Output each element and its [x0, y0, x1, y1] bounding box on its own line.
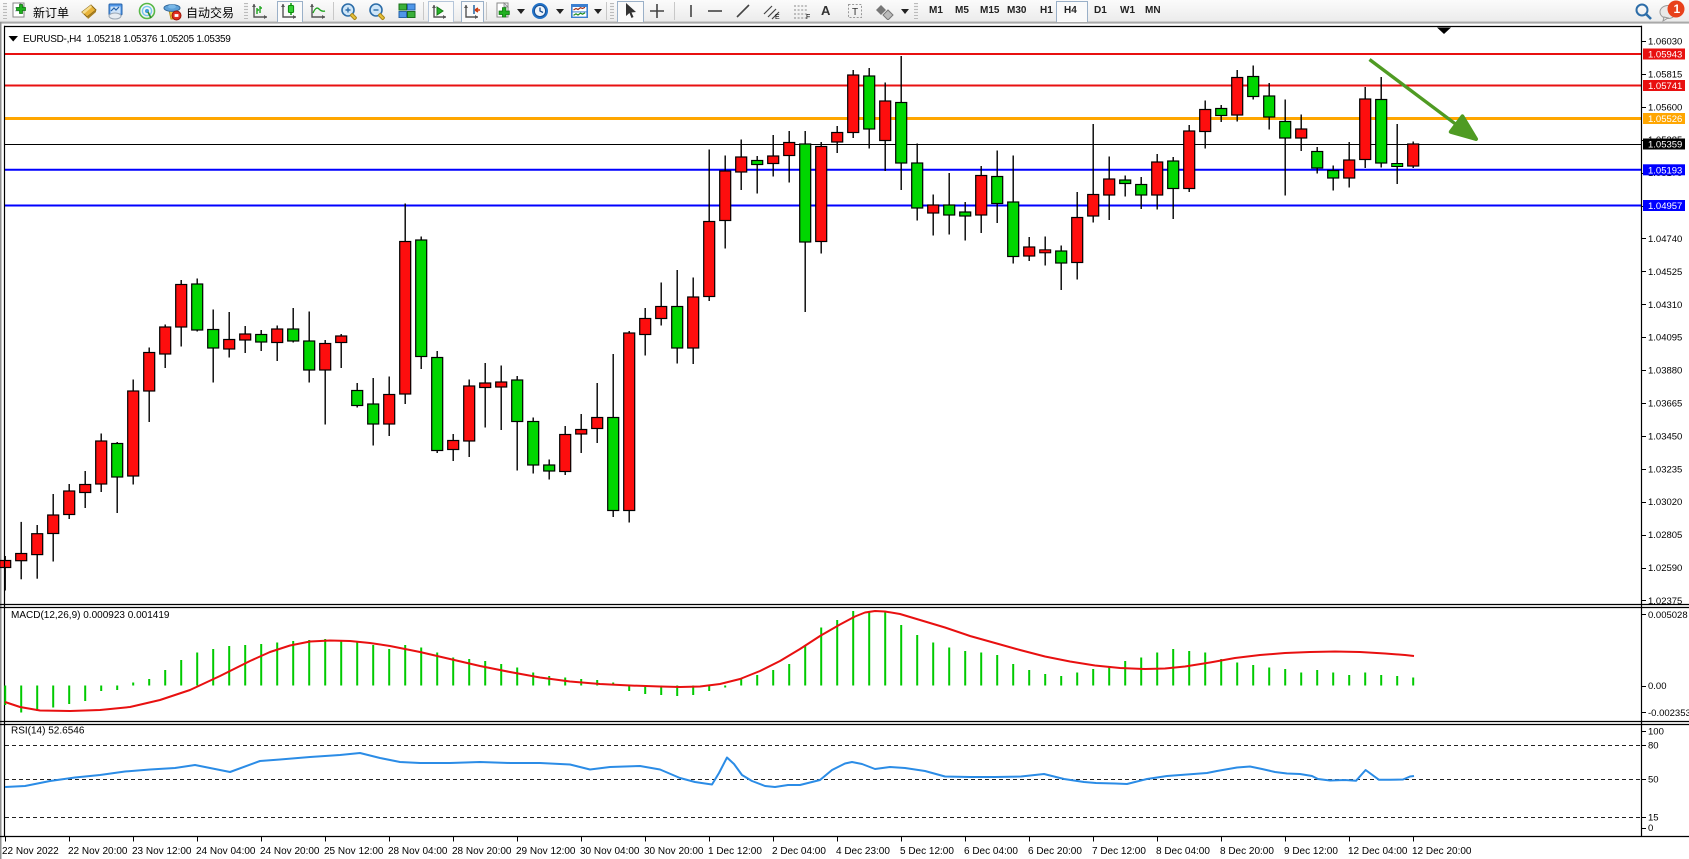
svg-text:1.04525: 1.04525	[1648, 267, 1682, 278]
svg-text:1.03020: 1.03020	[1648, 497, 1682, 508]
svg-text:22 Nov 20:00: 22 Nov 20:00	[68, 846, 128, 857]
svg-text:1.05943: 1.05943	[1648, 50, 1682, 61]
svg-text:1.05815: 1.05815	[1648, 69, 1682, 80]
svg-text:1.02805: 1.02805	[1648, 530, 1682, 541]
svg-text:-0.002353: -0.002353	[1648, 708, 1689, 719]
svg-text:1.05600: 1.05600	[1648, 102, 1682, 113]
svg-text:E: E	[775, 14, 780, 20]
svg-text:22 Nov 2022: 22 Nov 2022	[2, 846, 59, 857]
svg-text:30 Nov 04:00: 30 Nov 04:00	[580, 846, 640, 857]
svg-text:1.03235: 1.03235	[1648, 464, 1682, 475]
svg-text:24 Nov 20:00: 24 Nov 20:00	[260, 846, 320, 857]
svg-text:1.03450: 1.03450	[1648, 431, 1682, 442]
svg-text:1.04310: 1.04310	[1648, 300, 1682, 311]
svg-text:25 Nov 12:00: 25 Nov 12:00	[324, 846, 384, 857]
svg-text:2 Dec 04:00: 2 Dec 04:00	[772, 846, 826, 857]
svg-text:1: 1	[1674, 2, 1681, 16]
svg-text:1.04740: 1.04740	[1648, 234, 1682, 245]
svg-text:8 Dec 04:00: 8 Dec 04:00	[1156, 846, 1210, 857]
svg-text:1.05359: 1.05359	[1648, 140, 1682, 151]
svg-text:100: 100	[1648, 727, 1664, 738]
svg-text:F: F	[806, 14, 810, 20]
svg-text:MACD(12,26,9) 0.000923 0.00141: MACD(12,26,9) 0.000923 0.001419	[11, 610, 170, 621]
svg-text:29 Nov 12:00: 29 Nov 12:00	[516, 846, 576, 857]
svg-text:12 Dec 20:00: 12 Dec 20:00	[1412, 846, 1472, 857]
svg-text:6 Dec 04:00: 6 Dec 04:00	[964, 846, 1018, 857]
svg-text:1.05193: 1.05193	[1648, 165, 1682, 176]
svg-text:50: 50	[1648, 775, 1659, 786]
svg-text:1.04095: 1.04095	[1648, 333, 1682, 344]
svg-text:T: T	[852, 7, 858, 18]
svg-text:80: 80	[1648, 741, 1659, 752]
svg-text:0.005028: 0.005028	[1648, 610, 1688, 621]
svg-text:8 Dec 20:00: 8 Dec 20:00	[1220, 846, 1274, 857]
svg-text:5 Dec 12:00: 5 Dec 12:00	[900, 846, 954, 857]
svg-text:1.05526: 1.05526	[1648, 114, 1682, 125]
svg-text:RSI(14) 52.6546: RSI(14) 52.6546	[11, 726, 85, 737]
svg-text:1 Dec 12:00: 1 Dec 12:00	[708, 846, 762, 857]
svg-text:9 Dec 12:00: 9 Dec 12:00	[1284, 846, 1338, 857]
svg-text:23 Nov 12:00: 23 Nov 12:00	[132, 846, 192, 857]
svg-text:EURUSD-,H4 1.05218 1.05376 1.: EURUSD-,H4 1.05218 1.05376 1.05205 1.053…	[23, 34, 231, 45]
svg-text:1.04957: 1.04957	[1648, 201, 1682, 212]
svg-text:4 Dec 23:00: 4 Dec 23:00	[836, 846, 890, 857]
svg-text:0.00: 0.00	[1648, 681, 1667, 692]
svg-text:30 Nov 20:00: 30 Nov 20:00	[644, 846, 704, 857]
svg-text:7 Dec 12:00: 7 Dec 12:00	[1092, 846, 1146, 857]
svg-text:1.03880: 1.03880	[1648, 366, 1682, 377]
svg-text:15: 15	[1648, 813, 1659, 824]
svg-text:0: 0	[1648, 823, 1653, 834]
svg-text:1.02375: 1.02375	[1648, 596, 1682, 607]
svg-text:28 Nov 20:00: 28 Nov 20:00	[452, 846, 512, 857]
svg-text:1.02590: 1.02590	[1648, 563, 1682, 574]
svg-text:28 Nov 04:00: 28 Nov 04:00	[388, 846, 448, 857]
svg-text:1.05741: 1.05741	[1648, 81, 1682, 92]
svg-text:12 Dec 04:00: 12 Dec 04:00	[1348, 846, 1408, 857]
svg-text:1.06030: 1.06030	[1648, 37, 1682, 48]
svg-text:6 Dec 20:00: 6 Dec 20:00	[1028, 846, 1082, 857]
svg-text:24 Nov 04:00: 24 Nov 04:00	[196, 846, 256, 857]
svg-text:1.03665: 1.03665	[1648, 399, 1682, 410]
